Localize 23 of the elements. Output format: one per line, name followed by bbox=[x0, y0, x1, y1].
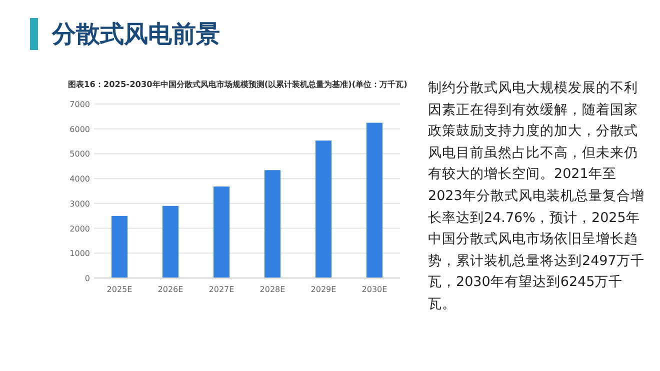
bar bbox=[162, 206, 178, 278]
x-tick-label: 2026E bbox=[158, 285, 184, 294]
bar bbox=[214, 186, 230, 278]
y-tick-label: 4000 bbox=[70, 174, 90, 184]
y-tick-label: 7000 bbox=[70, 100, 90, 109]
x-tick-label: 2028E bbox=[260, 285, 286, 294]
x-tick-label: 2030E bbox=[362, 285, 388, 294]
y-tick-label: 1000 bbox=[70, 249, 90, 258]
y-tick-label: 5000 bbox=[70, 150, 90, 159]
bar bbox=[366, 122, 382, 278]
y-tick-label: 2000 bbox=[70, 224, 90, 234]
text: 制约分散式风电大规模发展的不利因素正在得到有效缓解，随着国家政策鼓励支持力度的加大，分散式风电目前虽然占比不高，但未来仍有较大的增长空间。2021年至2023年分散式风电装机总量复合增长率达到24.76%，预计，2025年中国分散式风电市场依旧呈增长趋势，累计装机总量将达到2497万千瓦，2030年有望达到6245万千瓦。 bbox=[428, 80, 644, 312]
bar bbox=[264, 170, 280, 278]
chart-subtitle: 图表16：2025-2030年中国分散式风电市场规模预测(以累计装机总量为基准)(单位：万千瓦) bbox=[68, 79, 408, 89]
y-tick-label: 0 bbox=[84, 274, 90, 283]
bar bbox=[316, 140, 332, 278]
x-tick-label: 2025E bbox=[106, 285, 132, 294]
y-tick-label: 3000 bbox=[70, 199, 90, 208]
x-tick-label: 2027E bbox=[208, 285, 234, 294]
bar bbox=[112, 216, 128, 278]
y-tick-label: 6000 bbox=[70, 124, 90, 134]
x-tick-label: 2029E bbox=[310, 285, 336, 294]
chart-title: 分散式风电前景 bbox=[52, 19, 220, 50]
